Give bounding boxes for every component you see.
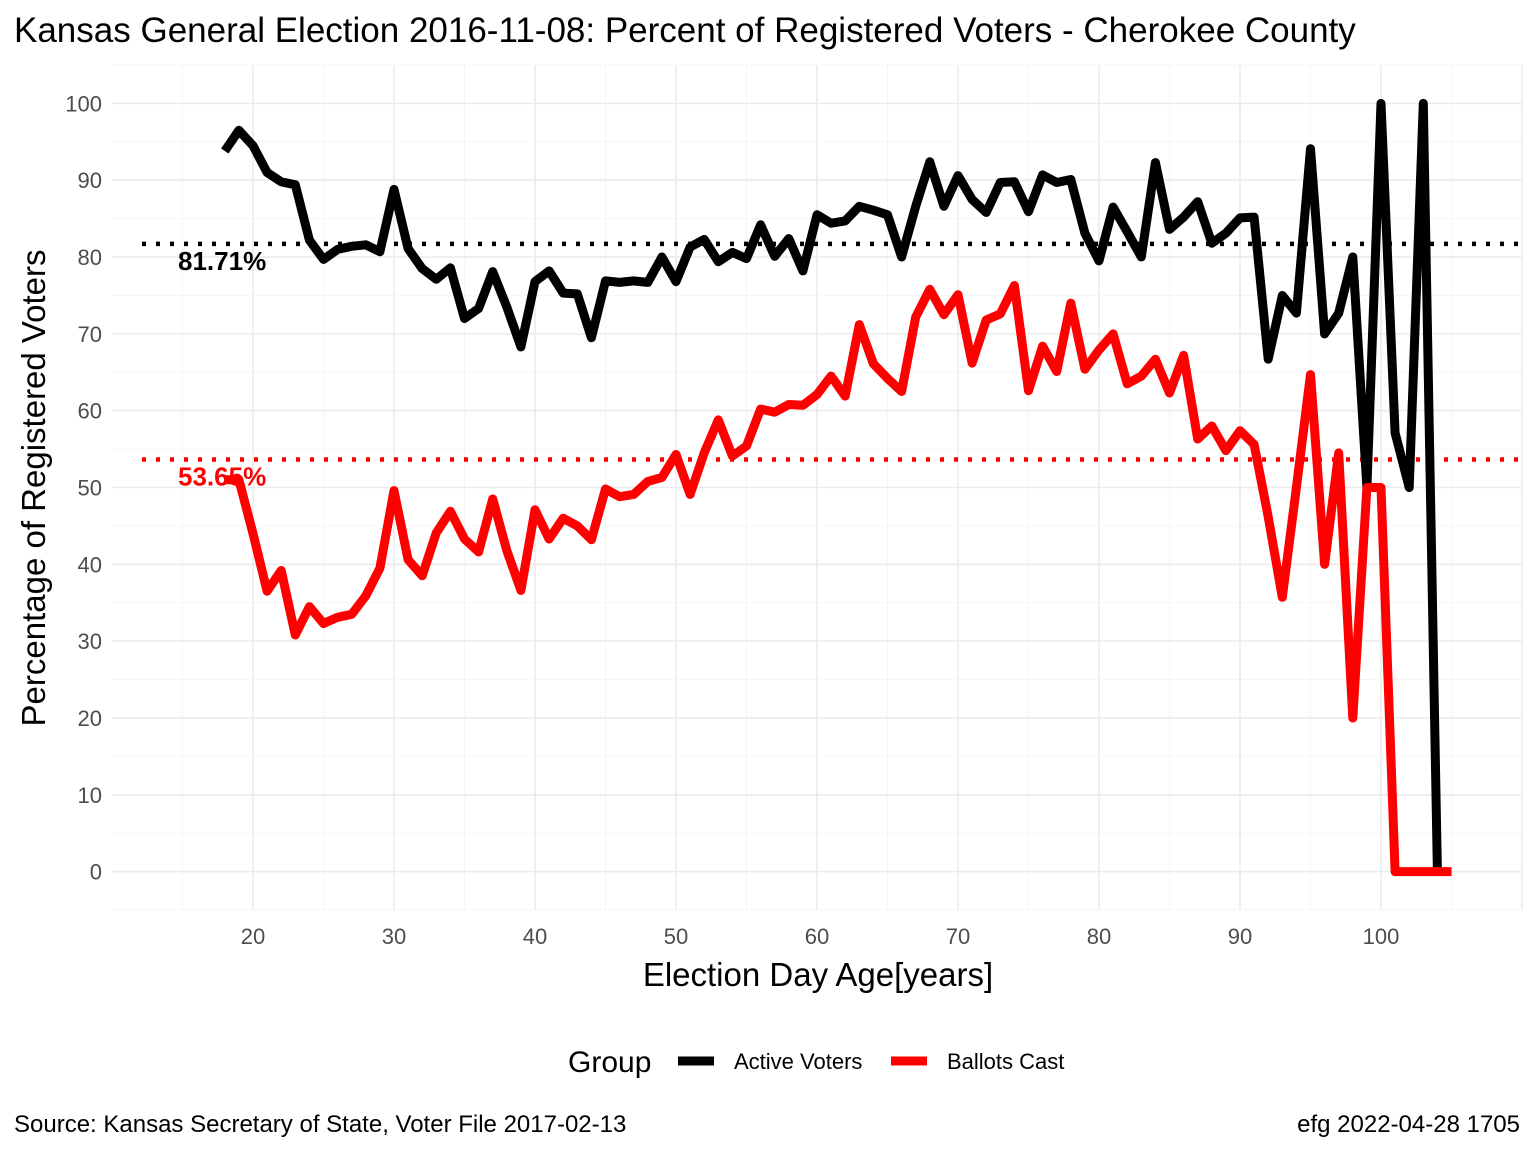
series-line xyxy=(224,281,1452,877)
x-axis-title: Election Day Age[years] xyxy=(643,956,993,993)
reference-label: 81.71% xyxy=(178,246,266,276)
series-lines xyxy=(221,98,1452,877)
y-axis-title: Percentage of Registered Voters xyxy=(15,250,52,727)
x-tick-label: 100 xyxy=(1363,924,1400,949)
x-tick-label: 40 xyxy=(523,924,547,949)
y-axis-ticks: 0 10 20 30 40 50 60 70 80 90 100 xyxy=(65,91,102,884)
y-tick-label: 90 xyxy=(78,168,102,193)
chart-title: Kansas General Election 2016-11-08: Perc… xyxy=(14,11,1356,50)
x-tick-label: 30 xyxy=(382,924,406,949)
y-tick-label: 0 xyxy=(90,860,102,885)
y-tick-label: 100 xyxy=(65,91,102,116)
y-tick-label: 50 xyxy=(78,476,102,501)
x-tick-label: 80 xyxy=(1087,924,1111,949)
legend-label-ballots-cast: Ballots Cast xyxy=(947,1049,1064,1074)
series-line xyxy=(221,98,1442,872)
caption-credit: efg 2022-04-28 1705 xyxy=(1297,1111,1520,1138)
caption-source: Source: Kansas Secretary of State, Voter… xyxy=(14,1111,626,1138)
y-tick-label: 10 xyxy=(78,783,102,808)
legend-label-active-voters: Active Voters xyxy=(734,1049,862,1074)
x-tick-label: 60 xyxy=(805,924,829,949)
x-tick-label: 90 xyxy=(1228,924,1252,949)
x-tick-label: 20 xyxy=(241,924,265,949)
reference-labels: 81.71% 53.65% xyxy=(178,246,266,492)
gridlines xyxy=(112,64,1523,911)
y-tick-label: 20 xyxy=(78,706,102,731)
y-tick-label: 70 xyxy=(78,322,102,347)
y-tick-label: 60 xyxy=(78,399,102,424)
legend: Group Active Voters Ballots Cast xyxy=(568,1046,1064,1079)
y-tick-label: 40 xyxy=(78,552,102,577)
y-tick-label: 30 xyxy=(78,629,102,654)
reference-lines xyxy=(142,241,1522,462)
x-tick-label: 70 xyxy=(946,924,970,949)
x-tick-label: 50 xyxy=(664,924,688,949)
x-axis-ticks: 20 30 40 50 60 70 80 90 100 xyxy=(241,924,1400,949)
legend-title: Group xyxy=(568,1046,651,1079)
reference-label: 53.65% xyxy=(178,461,266,491)
y-tick-label: 80 xyxy=(78,245,102,270)
